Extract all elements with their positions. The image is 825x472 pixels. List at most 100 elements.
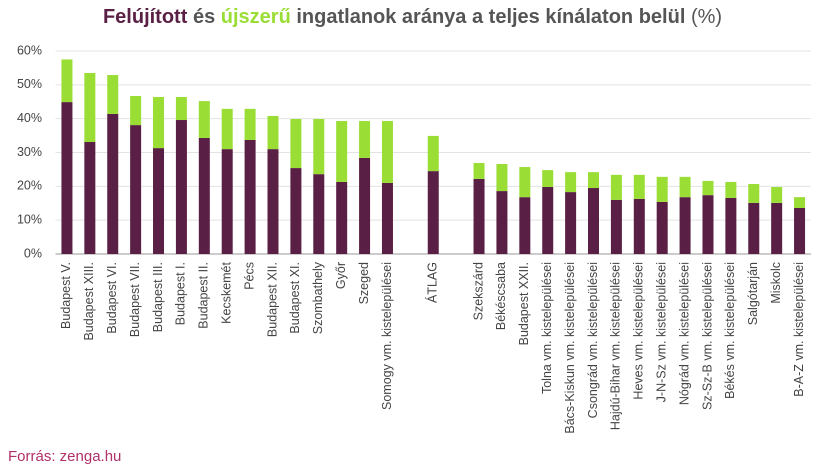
x-tick-label: Békés vm. kistelepülései (723, 262, 737, 399)
bar-segment (748, 183, 760, 203)
bar-segment (656, 201, 668, 254)
x-tick-label: Budapest VI. (105, 262, 119, 334)
bar-segment (702, 180, 714, 196)
bar-segment (542, 170, 554, 188)
bar-segment (519, 197, 531, 254)
x-tick-label: Győr (334, 262, 348, 289)
bar-segment (610, 174, 622, 200)
bar-segment (84, 72, 96, 143)
bar-segment (175, 97, 187, 121)
bar-segment (633, 174, 645, 199)
x-tick-label: Hajdú-Bihar vm. kistelepülései (609, 262, 623, 430)
bar-segment (313, 119, 325, 175)
bar-segment (588, 172, 600, 189)
y-tick-label: 50% (17, 77, 42, 91)
bar-segment (542, 187, 554, 254)
y-tick-label: 10% (17, 212, 42, 226)
source: Forrás: zenga.hu (8, 448, 122, 465)
bar-segment (427, 135, 439, 172)
bar-segment (61, 59, 73, 103)
bar-segment (473, 162, 485, 179)
bar-segment (244, 139, 256, 254)
bar-segment (198, 137, 210, 254)
bar-segment (725, 197, 737, 254)
x-tick-label: Heves vm. kistelepülései (632, 262, 646, 400)
x-tick-label: Sz-Sz-B vm. kistelepülései (700, 262, 714, 410)
x-tick-label: Pécs (242, 262, 256, 290)
y-tick-label: 60% (17, 43, 42, 57)
x-tick-label: B-A-Z vm. kistelepülései (792, 262, 806, 397)
x-tick-label: Szombathely (311, 261, 325, 334)
x-tick-label: Kecskemét (220, 261, 234, 323)
bar-segment (267, 115, 279, 150)
bar-segment (679, 197, 691, 254)
x-tick-label: Miskolc (769, 262, 783, 304)
bar-segment (496, 191, 508, 254)
x-tick-label: Bács-Kiskun vm. kistelepülései (563, 262, 577, 434)
bar-segment (61, 102, 73, 254)
bar-segment (565, 172, 577, 193)
bar-segment (771, 202, 783, 254)
bar-segment (107, 75, 119, 114)
bar-segment (794, 207, 806, 254)
bar-segment (519, 167, 531, 198)
x-tick-label: Budapest XI. (288, 262, 302, 334)
bar-segment (107, 113, 119, 255)
y-tick-label: 30% (17, 145, 42, 159)
bar-segment (496, 164, 508, 192)
bar-segment (381, 182, 393, 254)
x-tick-label: Tolna vm. kistelepülései (540, 262, 554, 394)
bar-segment (130, 95, 142, 126)
x-tick-label: Budapest XIII. (82, 262, 96, 341)
bar-segment (633, 198, 645, 254)
title-unit: (%) (690, 6, 723, 28)
bar-segment (336, 181, 348, 254)
x-tick-label: Budapest XXII. (517, 262, 531, 345)
x-tick-label: Budapest XII. (265, 262, 279, 337)
bar-segment (130, 125, 142, 254)
bar-segment (748, 202, 760, 254)
x-tick-label: Somogy vm. kistelepülései (380, 262, 394, 410)
bar-segment (84, 142, 96, 254)
bar-segment (702, 195, 714, 254)
bar-segment (153, 97, 165, 149)
bar-segment (290, 168, 302, 254)
bar-segment (359, 157, 371, 254)
bar-segment (153, 148, 165, 254)
bar-segment (679, 176, 691, 198)
bar-segment (244, 108, 256, 140)
bar-segment (610, 199, 622, 254)
x-tick-label: Budapest II. (197, 262, 211, 329)
x-tick-label: J-N-Sz vm. kistelepülései (654, 262, 668, 402)
y-tick-label: 0% (24, 246, 42, 260)
bar-segment (267, 149, 279, 254)
x-tick-label: Csongrád vm. kistelepülései (586, 262, 600, 418)
x-tick-label: Salgótarján (746, 262, 760, 325)
title-series-name: Felújított (102, 6, 188, 28)
bar-segment (725, 181, 737, 198)
bar-segment (198, 101, 210, 138)
bar-segment (771, 187, 783, 203)
bar-segment (290, 119, 302, 169)
bar-segment (359, 121, 371, 158)
bar-segment (588, 188, 600, 254)
title-series-name: újszerű (220, 6, 291, 28)
x-tick-label: Budapest III. (151, 262, 165, 332)
bar-segment (473, 178, 485, 254)
bar-segment (656, 176, 668, 202)
bar-segment (175, 120, 187, 255)
x-tick-label: Szekszárd (471, 262, 485, 320)
x-tick-label: Budapest V. (59, 262, 73, 329)
bar-segment (565, 192, 577, 254)
bar-segment (313, 174, 325, 254)
title-text: ingatlanok aránya a teljes kínálaton bel… (296, 6, 686, 28)
bar-segment (381, 121, 393, 183)
y-tick-label: 40% (17, 111, 42, 125)
x-tick-label: Szeged (357, 262, 371, 304)
x-tick-label: Budapest I. (174, 262, 188, 325)
bar-segment (794, 197, 806, 208)
chart-title: Felújított és újszerű ingatlanok aránya … (0, 6, 825, 29)
bar-segment (221, 108, 233, 150)
